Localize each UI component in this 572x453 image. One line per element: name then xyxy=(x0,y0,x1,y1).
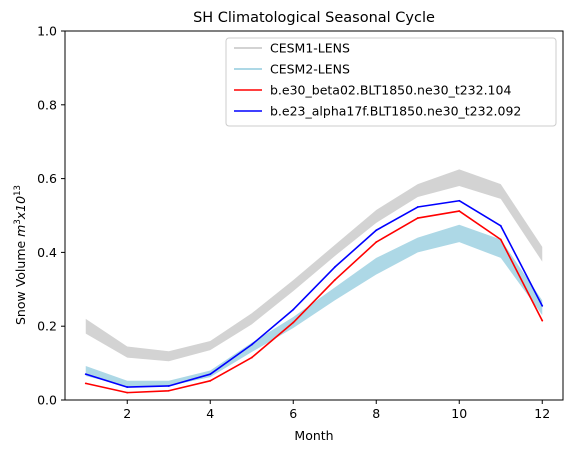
data-point xyxy=(416,217,419,219)
legend-label: CESM1-LENS xyxy=(270,41,350,56)
x-tick-label: 6 xyxy=(289,406,297,421)
y-tick-label: 0.8 xyxy=(37,97,57,112)
data-point xyxy=(416,206,419,208)
y-tick-label: 0.4 xyxy=(37,245,57,260)
x-tick-label: 8 xyxy=(372,406,380,421)
data-point xyxy=(541,319,544,322)
data-point xyxy=(250,356,253,359)
axis-ticks: 2 4 6 8 10 12 0.0 0.2 0.4 0.6 0.8 1.0 xyxy=(37,24,550,422)
data-point xyxy=(84,373,87,376)
x-tick-label: 12 xyxy=(534,406,550,421)
data-point xyxy=(375,229,378,232)
x-axis-label: Month xyxy=(294,428,333,443)
plot-frame xyxy=(64,30,564,401)
data-point xyxy=(209,379,212,382)
y-tick-label: 0.6 xyxy=(37,171,57,186)
plot-area xyxy=(84,169,544,394)
legend-box xyxy=(225,37,557,127)
chart-title: SH Climatological Seasonal Cycle xyxy=(193,10,435,26)
svg-text:Snow Volume m3x1013: Snow Volume m3x1013 xyxy=(13,185,28,325)
data-point xyxy=(333,266,336,269)
data-point xyxy=(126,386,129,388)
series-line-beta02 xyxy=(85,210,543,394)
band-cesm1-lens xyxy=(85,169,543,362)
data-point xyxy=(333,279,336,281)
x-tick-label: 10 xyxy=(451,406,467,421)
data-point xyxy=(250,343,253,346)
data-point xyxy=(126,391,129,394)
x-tick-label: 4 xyxy=(206,406,214,421)
y-axis-label: Snow Volume m3x1013 xyxy=(13,185,28,325)
data-point xyxy=(499,224,502,227)
data-point xyxy=(499,238,502,241)
data-point xyxy=(167,385,170,387)
data-point xyxy=(292,321,295,324)
legend-label: b.e30_beta02.BLT1850.ne30_t232.104 xyxy=(270,83,511,98)
legend-label: CESM2-LENS xyxy=(270,62,350,77)
data-point xyxy=(458,210,461,212)
series-line-alpha17f xyxy=(85,199,543,388)
y-tick-label: 1.0 xyxy=(37,24,57,39)
data-point xyxy=(458,199,461,202)
data-point xyxy=(292,308,295,311)
legend: CESM1-LENS CESM2-LENS b.e30_beta02.BLT1850… xyxy=(225,37,557,127)
data-point xyxy=(375,241,378,243)
x-tick-label: 2 xyxy=(123,406,131,421)
legend-label: b.e23_alpha17f.BLT1850.ne30_t232.092 xyxy=(270,104,521,119)
data-point xyxy=(167,389,170,392)
y-tick-label: 0.0 xyxy=(37,393,57,408)
data-point xyxy=(84,382,87,385)
band-cesm2-lens xyxy=(85,224,543,387)
data-point xyxy=(541,305,544,307)
data-point xyxy=(209,373,212,376)
y-tick-label: 0.2 xyxy=(37,319,57,334)
